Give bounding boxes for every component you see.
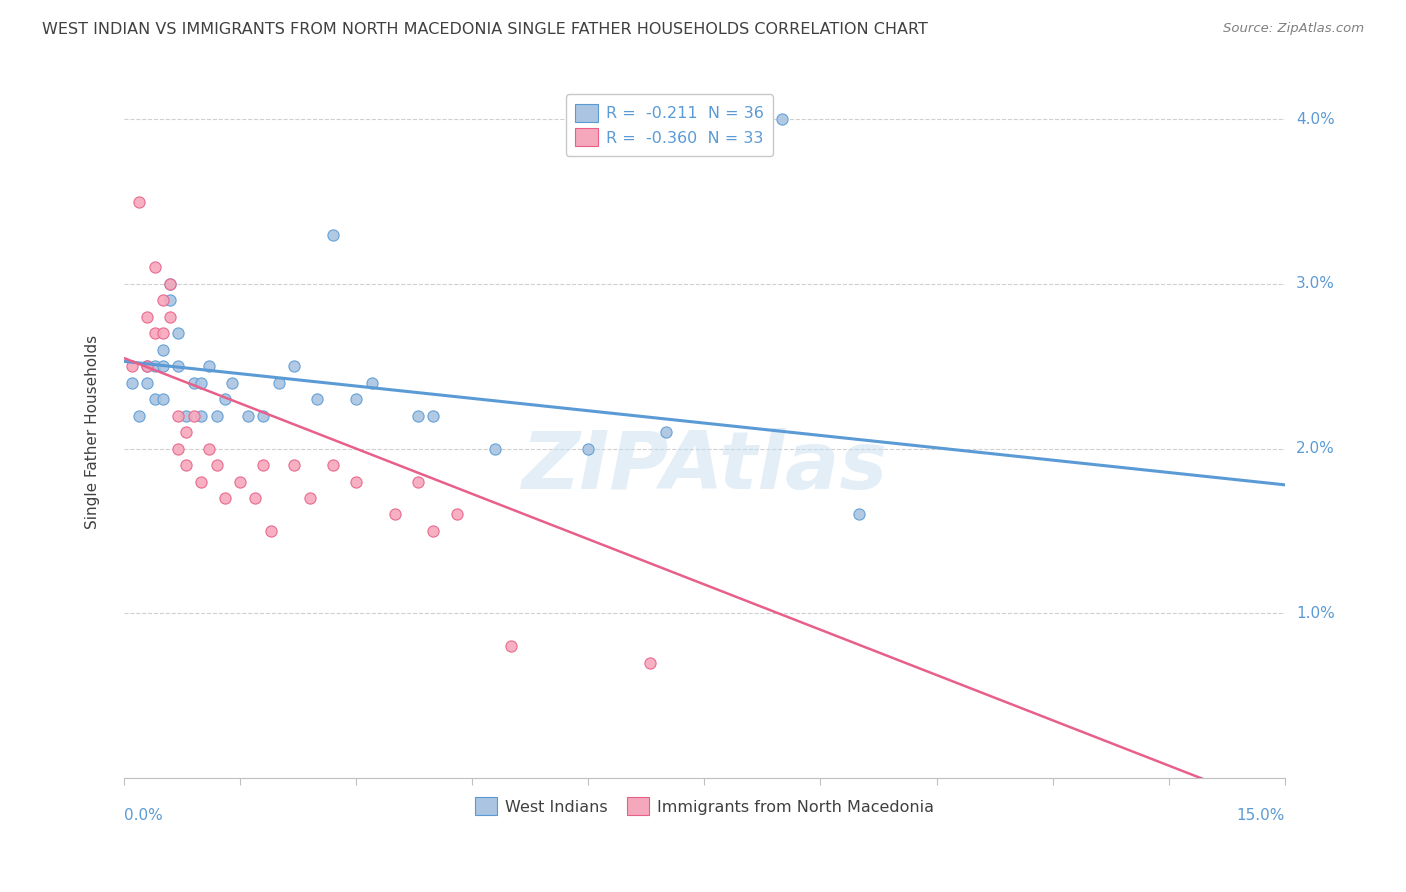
Point [298,491,321,505]
Point [229,475,252,489]
Point [167,409,190,423]
Text: 3.0%: 3.0% [1296,277,1334,292]
Text: 1.0%: 1.0% [1296,606,1334,621]
Point [205,458,228,472]
Point [190,475,212,489]
Point [121,376,143,390]
Point [322,227,344,242]
Point [152,392,174,407]
Point [128,409,150,423]
Point [167,326,190,341]
Text: 15.0%: 15.0% [1236,808,1285,823]
Point [236,409,259,423]
Point [128,194,150,209]
Point [198,359,221,374]
Point [190,409,212,423]
Point [159,277,181,291]
Point [143,359,166,374]
Point [770,112,793,127]
Text: WEST INDIAN VS IMMIGRANTS FROM NORTH MACEDONIA SINGLE FATHER HOUSEHOLDS CORRELAT: WEST INDIAN VS IMMIGRANTS FROM NORTH MAC… [42,22,928,37]
Point [174,458,197,472]
Point [136,359,159,374]
Point [143,326,166,341]
Point [174,409,197,423]
Text: 2.0%: 2.0% [1296,442,1334,456]
Point [344,475,367,489]
Point [267,376,290,390]
Point [205,409,228,423]
Point [214,392,236,407]
Point [446,508,468,522]
Point [252,458,274,472]
Legend: West Indians, Immigrants from North Macedonia: West Indians, Immigrants from North Mace… [468,790,941,822]
Point [406,475,429,489]
Point [252,409,274,423]
Point [214,491,236,505]
Point [344,392,367,407]
Point [159,293,181,308]
Point [183,409,205,423]
Point [190,376,212,390]
Point [152,293,174,308]
Text: Source: ZipAtlas.com: Source: ZipAtlas.com [1223,22,1364,36]
Point [848,508,870,522]
Point [422,524,444,538]
Point [484,442,506,456]
Point [121,359,143,374]
Point [167,442,190,456]
Point [322,458,344,472]
Point [245,491,267,505]
Point [143,392,166,407]
Point [384,508,406,522]
Point [638,656,661,670]
Point [499,639,522,653]
Text: ZIPAtlas: ZIPAtlas [522,428,887,506]
Point [576,442,599,456]
Point [406,409,429,423]
Text: 0.0%: 0.0% [124,808,163,823]
Point [152,343,174,357]
Point [654,425,676,439]
Point [152,326,174,341]
Point [260,524,283,538]
Point [152,359,174,374]
Point [307,392,329,407]
Point [360,376,382,390]
Point [198,442,221,456]
Point [159,310,181,324]
Point [136,359,159,374]
Point [283,458,305,472]
Point [422,409,444,423]
Y-axis label: Single Father Households: Single Father Households [86,335,100,529]
Point [159,277,181,291]
Point [283,359,305,374]
Point [174,425,197,439]
Point [143,260,166,275]
Point [167,359,190,374]
Text: 4.0%: 4.0% [1296,112,1334,127]
Point [183,376,205,390]
Point [136,376,159,390]
Point [221,376,243,390]
Point [136,310,159,324]
